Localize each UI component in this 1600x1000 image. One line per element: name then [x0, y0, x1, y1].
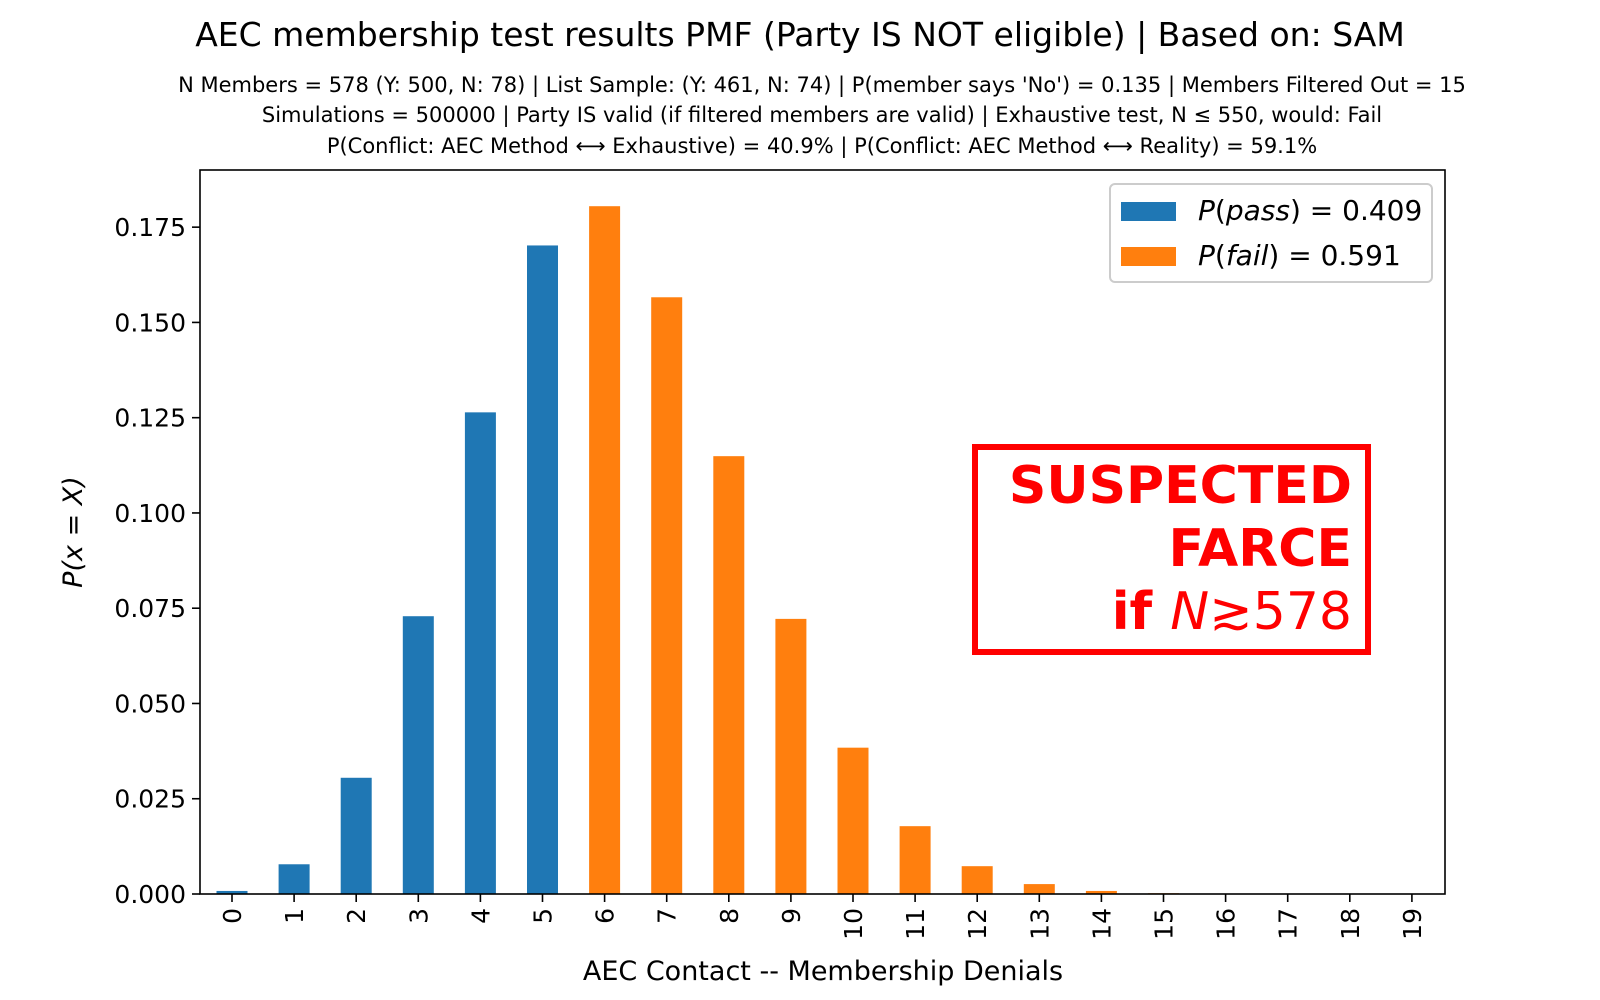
- y-tick-label: 0.100: [114, 499, 186, 528]
- bar-13: [1023, 884, 1055, 894]
- annotation-line-2: FARCE: [1168, 519, 1352, 579]
- y-tick-label: 0.150: [114, 308, 186, 337]
- x-tick-label: 10: [839, 908, 868, 940]
- x-tick-label: 0: [218, 908, 247, 924]
- bar-8: [713, 456, 745, 894]
- x-tick-label: 15: [1150, 908, 1179, 940]
- bar-4: [464, 412, 496, 894]
- x-tick-label: 2: [342, 908, 371, 924]
- legend-swatch-pass: [1121, 202, 1176, 221]
- bar-7: [651, 297, 683, 894]
- legend: P(pass) = 0.409 P(fail) = 0.591: [1109, 183, 1433, 283]
- legend-value-pass: 0.409: [1342, 194, 1422, 227]
- legend-label-fail: P(fail) = 0.591: [1198, 239, 1401, 272]
- y-tick-label: 0.000: [114, 880, 186, 909]
- y-axis: 0.000 0.025 0.050 0.075 0.100 0.125 0.150 0.175: [114, 213, 200, 909]
- x-tick-label: 9: [777, 908, 806, 924]
- y-tick-label: 0.025: [114, 785, 186, 814]
- x-axis-label: AEC Contact -- Membership Denials: [583, 956, 1063, 987]
- chart-title: AEC membership test results PMF (Party I…: [195, 15, 1405, 54]
- x-tick-label: 6: [591, 908, 620, 924]
- y-axis-label: P(x = X): [58, 476, 89, 588]
- bar-14: [1085, 890, 1117, 894]
- y-tick-label: 0.125: [114, 404, 186, 433]
- x-axis: 0 1 2 3 4 5 6 7 8 9 10 11 12 13 14 15 16 17 18 19: [218, 894, 1427, 940]
- legend-box: [1109, 183, 1433, 283]
- x-tick-label: 8: [715, 908, 744, 924]
- x-tick-label: 14: [1087, 908, 1116, 940]
- legend-swatch-fail: [1121, 247, 1176, 266]
- bar-5: [527, 245, 558, 894]
- x-tick-label: 4: [466, 908, 495, 924]
- x-tick-label: 13: [1025, 908, 1054, 940]
- x-tick-label: 12: [963, 908, 992, 940]
- bar-12: [961, 866, 993, 894]
- y-tick-label: 0.075: [114, 594, 186, 623]
- bar-2: [340, 777, 372, 894]
- legend-value-fail: 0.591: [1321, 239, 1401, 272]
- chart-subtitle-line-2: Simulations = 500000 | Party IS valid (i…: [262, 103, 1382, 128]
- annotation-box: [972, 444, 1371, 655]
- bar-10: [837, 747, 869, 894]
- bar-9: [775, 618, 807, 894]
- x-tick-label: 1: [280, 908, 309, 924]
- annotation-line-1: SUSPECTED: [1009, 456, 1352, 516]
- chart-subtitle-line-3: P(Conflict: AEC Method ⟷ Exhaustive) = 4…: [327, 134, 1317, 159]
- annotation-line-3: if N≳578: [1112, 582, 1352, 642]
- x-tick-label: 19: [1398, 908, 1427, 940]
- bar-1: [278, 864, 310, 894]
- x-tick-label: 5: [529, 908, 558, 924]
- x-tick-label: 17: [1274, 908, 1303, 940]
- x-tick-label: 11: [901, 908, 930, 940]
- legend-label-pass: P(pass) = 0.409: [1198, 194, 1422, 227]
- y-tick-label: 0.175: [114, 213, 186, 242]
- bar-3: [402, 616, 434, 894]
- x-tick-label: 16: [1212, 908, 1241, 940]
- x-tick-label: 3: [404, 908, 433, 924]
- plot-frame: [199, 169, 1446, 895]
- annotation: SUSPECTED FARCE if N≳578: [972, 444, 1371, 655]
- x-tick-label: 7: [653, 908, 682, 924]
- bar-6: [589, 206, 621, 894]
- chart-subtitle-line-1: N Members = 578 (Y: 500, N: 78) | List S…: [178, 73, 1466, 98]
- bars-layer: [216, 206, 1242, 894]
- y-tick-label: 0.050: [114, 689, 186, 718]
- legend-var-fail: fail: [1226, 239, 1269, 272]
- bar-0: [216, 890, 248, 894]
- bar-11: [899, 826, 931, 894]
- x-tick-label: 18: [1336, 908, 1365, 940]
- legend-var-pass: pass: [1225, 194, 1290, 227]
